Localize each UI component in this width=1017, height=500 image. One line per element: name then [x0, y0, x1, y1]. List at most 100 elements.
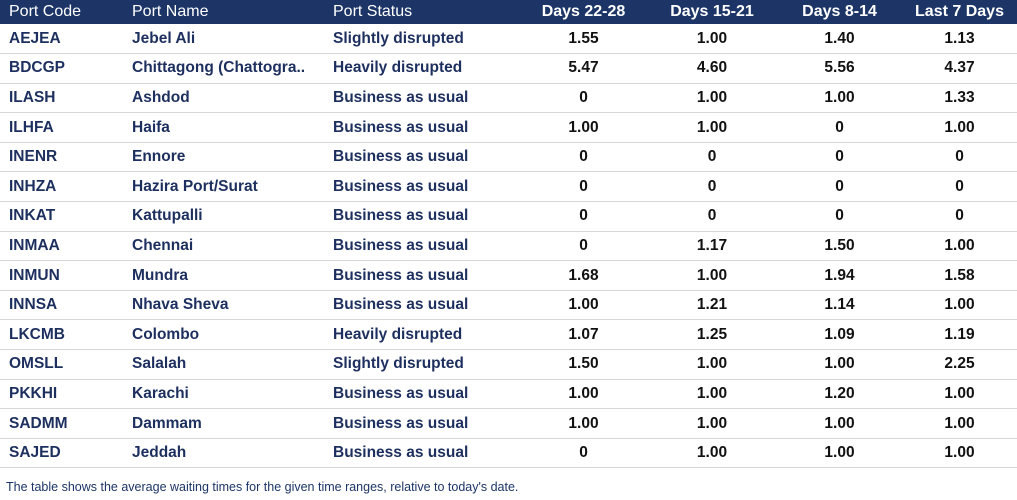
- days-8-14-cell: 5.56: [824, 59, 855, 77]
- days-15-21-cell: 1.00: [696, 88, 728, 106]
- port-code-cell: BDCGP: [9, 59, 65, 77]
- days-8-14-cell: 1.00: [824, 355, 855, 373]
- port-code-cell: INNSA: [9, 296, 58, 314]
- days-22-28-cell: 0: [579, 444, 588, 462]
- port-code-cell: ILASH: [9, 88, 56, 106]
- port-code-cell: INKAT: [9, 207, 56, 225]
- days-8-14-cell: 1.50: [824, 236, 855, 254]
- port-status-cell: Business as usual: [333, 296, 469, 314]
- port-code-cell: INMAA: [9, 236, 60, 254]
- last-7-days-cell: 1.00: [944, 118, 975, 136]
- table-row[interactable]: ILASH Ashdod Business as usual 0 1.00 1.00 1.3…: [0, 83, 1017, 113]
- days-22-28-cell: 0: [579, 148, 588, 166]
- days-8-14-cell: 0: [835, 118, 844, 136]
- days-15-21-cell: 0: [707, 148, 717, 166]
- header-port-code[interactable]: Port Code: [9, 3, 82, 20]
- table-row[interactable]: INNSA Nhava Sheva Business as usual 1.00 1.2…: [0, 290, 1017, 320]
- table-row[interactable]: BDCGP Chittagong (Chattogra.. Heavily disr…: [0, 54, 1017, 84]
- header-last-7-days[interactable]: Last 7 Days: [915, 3, 1004, 20]
- header-port-status[interactable]: Port Status: [333, 3, 413, 20]
- days-22-28-cell: 0: [579, 88, 588, 106]
- table-row[interactable]: INKAT Kattupalli Business as usual 0 0 0 0: [0, 202, 1017, 232]
- last-7-days-cell: 1.00: [944, 236, 975, 254]
- days-22-28-cell: 5.47: [568, 59, 599, 77]
- last-7-days-cell: 1.33: [944, 88, 975, 106]
- days-15-21-cell: 0: [707, 207, 717, 225]
- table-row[interactable]: ILHFA Haifa Business as usual 1.00 1.00 0 1.00: [0, 113, 1017, 143]
- table-row[interactable]: SAJED Jeddah Business as usual 0 1.00 1.00 1.0…: [0, 438, 1017, 468]
- port-code-cell: SADMM: [9, 414, 68, 432]
- table-footnote: The table shows the average waiting time…: [6, 480, 519, 494]
- table-row[interactable]: SADMM Dammam Business as usual 1.00 1.00 1.00…: [0, 409, 1017, 439]
- days-22-28-cell: 1.00: [568, 384, 599, 402]
- port-name-cell: Chittagong (Chattogra..: [132, 59, 306, 77]
- port-status-cell: Business as usual: [333, 207, 469, 225]
- days-8-14-cell: 1.00: [824, 444, 855, 462]
- days-15-21-cell: 1.00: [696, 266, 728, 284]
- table-row[interactable]: AEJEA Jebel Ali Slightly disrupted 1.55 1.00…: [0, 24, 1017, 54]
- port-status-cell: Business as usual: [333, 266, 469, 284]
- port-name-cell: Hazira Port/Surat: [132, 177, 258, 195]
- table-row[interactable]: INMAA Chennai Business as usual 0 1.17 1.50 1.…: [0, 231, 1017, 261]
- port-code-cell: INMUN: [9, 266, 60, 284]
- port-name-cell: Chennai: [132, 236, 194, 254]
- header-days-15-21[interactable]: Days 15-21: [670, 3, 754, 20]
- header-days-22-28[interactable]: Days 22-28: [541, 3, 626, 20]
- days-15-21-cell: 1.25: [696, 325, 728, 343]
- port-name-cell: Haifa: [132, 118, 170, 136]
- last-7-days-cell: 1.00: [944, 414, 975, 432]
- days-22-28-cell: 1.68: [568, 266, 599, 284]
- last-7-days-cell: 1.00: [944, 296, 975, 314]
- days-8-14-cell: 1.09: [824, 325, 855, 343]
- days-8-14-cell: 0: [835, 207, 844, 225]
- header-days-8-14[interactable]: Days 8-14: [802, 3, 877, 20]
- port-status-cell: Business as usual: [333, 177, 469, 195]
- port-name-cell: Mundra: [132, 266, 188, 284]
- days-15-21-cell: 1.00: [696, 118, 728, 136]
- table-row[interactable]: PKKHI Karachi Business as usual 1.00 1.00 1.2…: [0, 379, 1017, 409]
- port-status-cell: Business as usual: [333, 444, 469, 462]
- port-code-cell: LKCMB: [9, 325, 65, 343]
- port-code-cell: SAJED: [9, 444, 61, 462]
- days-8-14-cell: 1.14: [824, 296, 855, 314]
- header-port-name[interactable]: Port Name: [132, 3, 209, 20]
- port-code-cell: AEJEA: [9, 29, 61, 47]
- table-header: Port Code Port Name Port Status Days 22-…: [0, 0, 1017, 24]
- last-7-days-cell: 1.19: [944, 325, 975, 343]
- port-code-cell: ILHFA: [9, 118, 54, 136]
- header-row: Port Code Port Name Port Status Days 22-…: [0, 0, 1017, 24]
- port-status-cell: Slightly disrupted: [333, 29, 464, 47]
- port-name-cell: Dammam: [132, 414, 202, 432]
- port-name-cell: Jeddah: [132, 444, 187, 462]
- last-7-days-cell: 1.58: [944, 266, 975, 284]
- days-22-28-cell: 1.55: [568, 29, 599, 47]
- port-name-cell: Ashdod: [132, 88, 190, 106]
- days-15-21-cell: 4.60: [696, 59, 728, 77]
- table-body: AEJEA Jebel Ali Slightly disrupted 1.55 1.00…: [0, 24, 1017, 468]
- port-code-cell: INENR: [9, 148, 58, 166]
- days-8-14-cell: 1.00: [824, 88, 855, 106]
- days-8-14-cell: 1.40: [824, 29, 855, 47]
- table-row[interactable]: INMUN Mundra Business as usual 1.68 1.00 1.94…: [0, 261, 1017, 291]
- days-15-21-cell: 0: [707, 177, 717, 195]
- port-status-cell: Heavily disrupted: [333, 59, 463, 77]
- port-name-cell: Colombo: [132, 325, 200, 343]
- days-15-21-cell: 1.17: [696, 236, 728, 254]
- days-22-28-cell: 1.50: [568, 355, 599, 373]
- port-status-cell: Business as usual: [333, 384, 469, 402]
- port-code-cell: PKKHI: [9, 384, 58, 402]
- days-22-28-cell: 0: [579, 177, 588, 195]
- last-7-days-cell: 1.13: [944, 29, 975, 47]
- port-status-cell: Business as usual: [333, 414, 469, 432]
- last-7-days-cell: 4.37: [944, 59, 975, 77]
- days-15-21-cell: 1.21: [696, 296, 728, 314]
- port-status-cell: Slightly disrupted: [333, 355, 464, 373]
- table-row[interactable]: LKCMB Colombo Heavily disrupted 1.07 1.25 1.0…: [0, 320, 1017, 350]
- table-row[interactable]: INENR Ennore Business as usual 0 0 0 0: [0, 142, 1017, 172]
- days-15-21-cell: 1.00: [696, 355, 728, 373]
- days-15-21-cell: 1.00: [696, 29, 728, 47]
- table-row[interactable]: INHZA Hazira Port/Surat Business as usual 0…: [0, 172, 1017, 202]
- port-code-cell: INHZA: [9, 177, 57, 195]
- table-row[interactable]: OMSLL Salalah Slightly disrupted 1.50 1.00 1.…: [0, 350, 1017, 380]
